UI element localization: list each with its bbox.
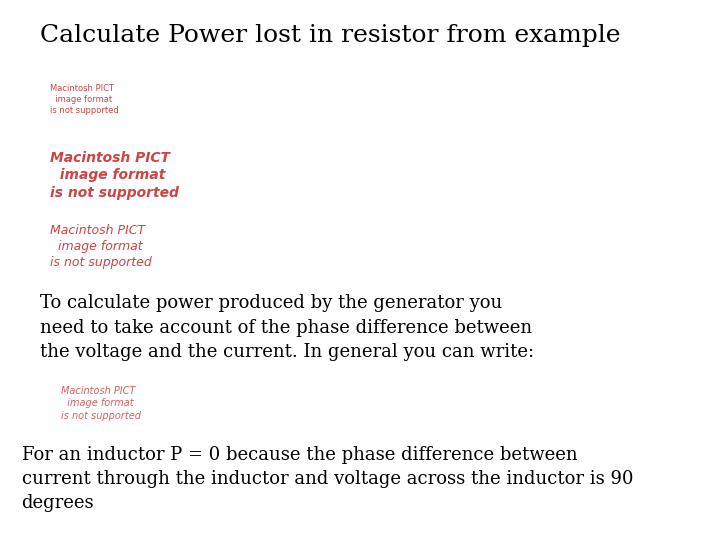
Text: For an inductor P = 0 because the phase difference between
current through the i: For an inductor P = 0 because the phase … [22, 446, 633, 512]
Text: Macintosh PICT
  image format
is not supported: Macintosh PICT image format is not suppo… [50, 224, 152, 269]
Text: Macintosh PICT
  image format
is not supported: Macintosh PICT image format is not suppo… [50, 151, 179, 200]
Text: Macintosh PICT
  image format
is not supported: Macintosh PICT image format is not suppo… [50, 84, 119, 115]
Text: To calculate power produced by the generator you
need to take account of the pha: To calculate power produced by the gener… [40, 294, 534, 361]
Text: Macintosh PICT
  image format
is not supported: Macintosh PICT image format is not suppo… [61, 386, 141, 421]
Text: Calculate Power lost in resistor from example: Calculate Power lost in resistor from ex… [40, 24, 620, 48]
